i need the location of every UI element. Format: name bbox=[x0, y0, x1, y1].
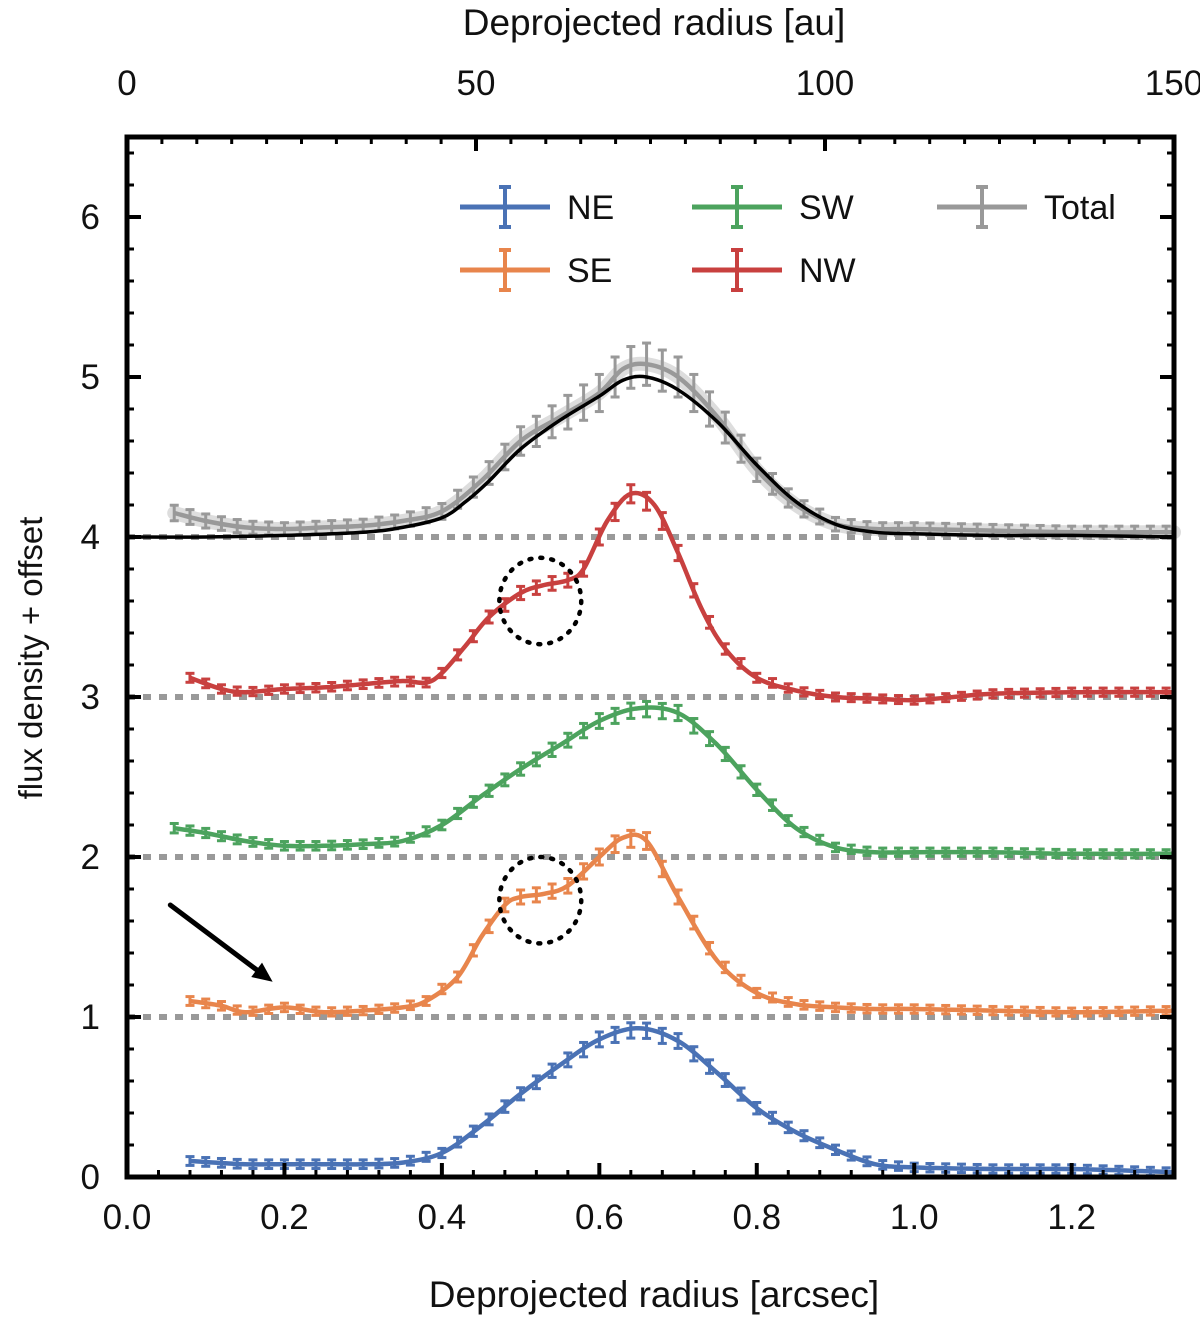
bottom-axis-label: Deprojected radius [arcsec] bbox=[429, 1274, 879, 1315]
series-layer bbox=[126, 341, 1181, 1178]
x-tick-label: 0.4 bbox=[418, 1198, 467, 1237]
y-tick-label: 1 bbox=[81, 998, 100, 1037]
x2-tick-label: 150 bbox=[1145, 64, 1200, 103]
legend-entry-nw: NW bbox=[692, 248, 856, 292]
x2-tick-label: 100 bbox=[796, 64, 854, 103]
x2-tick-label: 0 bbox=[117, 64, 136, 103]
legend-entry-se: SE bbox=[460, 248, 612, 292]
y-tick-label: 6 bbox=[81, 198, 100, 237]
series-total bbox=[167, 341, 1181, 540]
error-bars-nw bbox=[185, 483, 1171, 706]
arrow-shaft bbox=[167, 902, 260, 973]
series-sw bbox=[169, 699, 1175, 860]
series-line-sw bbox=[173, 705, 1175, 857]
legend-label: NW bbox=[799, 252, 856, 290]
offset-baselines bbox=[127, 534, 1174, 1020]
model-curve bbox=[126, 374, 1175, 539]
x-tick-label: 0.2 bbox=[260, 1198, 309, 1237]
series-nw bbox=[185, 483, 1175, 706]
x2-tick-label: 50 bbox=[457, 64, 496, 103]
x-tick-label: 0.0 bbox=[103, 1198, 152, 1237]
ticks-layer: 0.0 0.2 0.4 0.6 0.8 1.0 1.2 0 50 100 150 0 1 2 3 4 5 6 bbox=[81, 64, 1200, 1237]
legend-label: SE bbox=[567, 252, 612, 290]
legend-label: Total bbox=[1044, 189, 1116, 227]
top-axis-label: Deprojected radius [au] bbox=[463, 2, 846, 43]
x-tick-label: 0.8 bbox=[732, 1198, 781, 1237]
legend-entry-total: Total bbox=[937, 185, 1116, 229]
series-line-se bbox=[189, 832, 1175, 1015]
legend-label: SW bbox=[799, 189, 854, 227]
annotation-layer bbox=[167, 555, 584, 982]
y-tick-label: 3 bbox=[81, 678, 100, 717]
error-bars-sw bbox=[169, 699, 1171, 860]
arrow-head bbox=[251, 962, 273, 982]
legend-entry-sw: SW bbox=[692, 185, 854, 229]
legend-label: NE bbox=[567, 189, 614, 227]
dotted-circle-1 bbox=[497, 854, 584, 946]
error-bars-ne bbox=[185, 1021, 1171, 1178]
x-tick-label: 1.0 bbox=[890, 1198, 939, 1237]
y-tick-label: 0 bbox=[81, 1158, 100, 1197]
y-tick-label: 2 bbox=[81, 838, 100, 877]
legend-entry-ne: NE bbox=[460, 185, 614, 229]
plot-frame bbox=[124, 134, 1177, 1180]
y-axis-label: flux density + offset bbox=[12, 517, 49, 800]
y-tick-label: 4 bbox=[81, 518, 100, 557]
y-tick-label: 5 bbox=[81, 358, 100, 397]
series-line-total bbox=[173, 361, 1175, 535]
x-tick-label: 1.2 bbox=[1047, 1198, 1096, 1237]
legend: NE SE SW NW Total bbox=[460, 185, 1116, 292]
x-tick-label: 0.6 bbox=[575, 1198, 624, 1237]
dotted-circle-0 bbox=[497, 555, 584, 647]
series-ne bbox=[185, 1021, 1175, 1178]
